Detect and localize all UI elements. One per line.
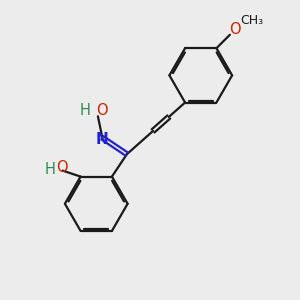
Text: O: O <box>230 22 241 37</box>
Text: CH₃: CH₃ <box>240 14 263 27</box>
Text: H: H <box>80 103 91 118</box>
Text: H: H <box>45 162 56 177</box>
Text: N: N <box>96 132 109 147</box>
Text: O: O <box>56 160 68 175</box>
Text: O: O <box>96 103 107 118</box>
